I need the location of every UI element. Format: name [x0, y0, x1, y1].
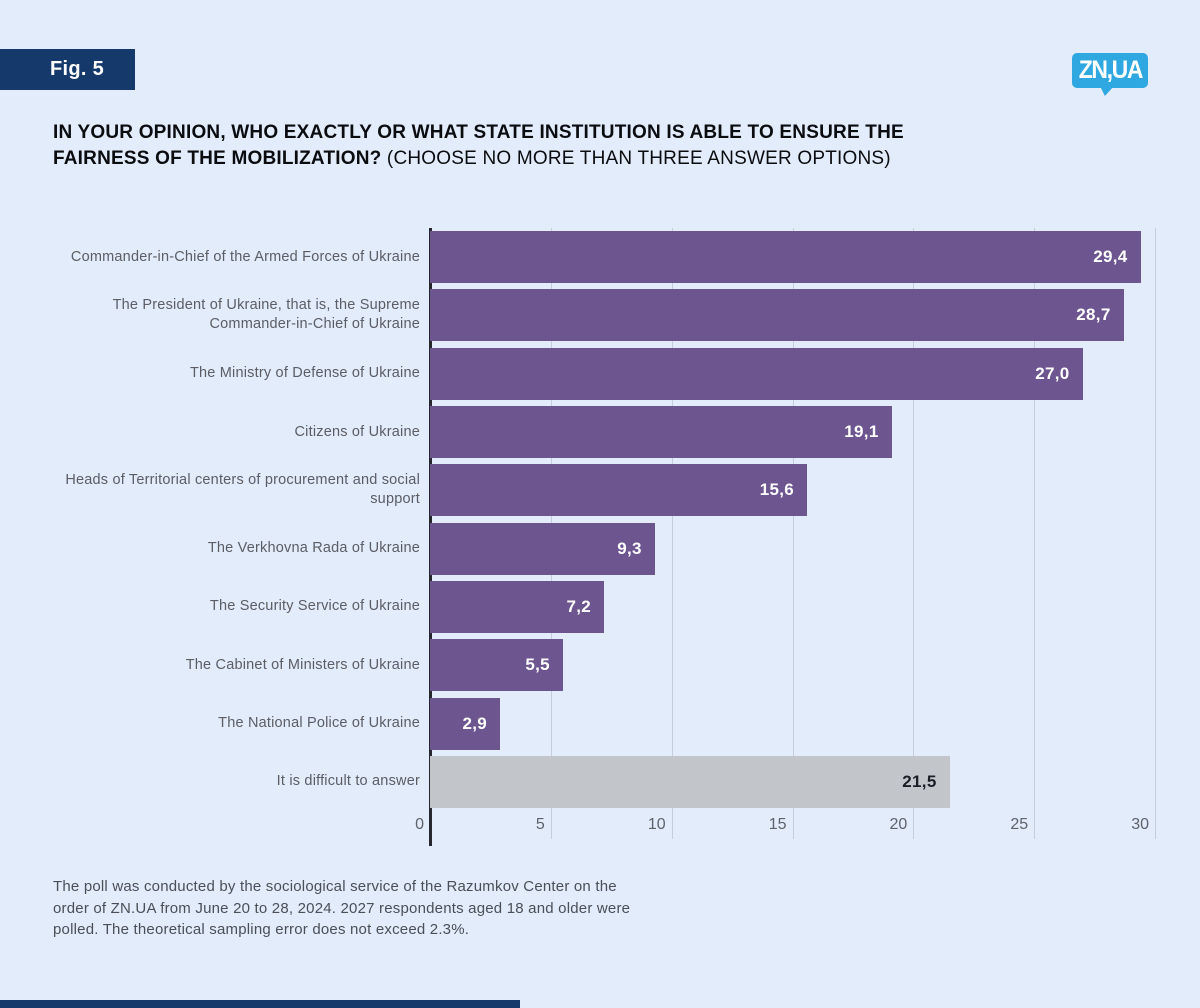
category-label: The Security Service of Ukraine: [209, 598, 420, 615]
bar-value-label: 21,5: [902, 771, 937, 791]
chart-row: Commander-in-Chief of the Armed Forces o…: [53, 228, 1155, 286]
bar-value-label: 2,9: [462, 713, 488, 733]
chart-row: The Security Service of Ukraine 7,2: [53, 578, 1155, 636]
methodology-footnote: The poll was conducted by the sociologic…: [53, 878, 631, 938]
bar-value-label: 29,4: [1093, 247, 1128, 267]
chart-row: The Ministry of Defense of Ukraine 27,0: [53, 345, 1155, 403]
chart-row: The President of Ukraine, that is, the S…: [53, 286, 1155, 344]
gridline-x-20: [913, 228, 915, 839]
bar-value-label: 9,3: [617, 538, 642, 558]
chart-row: The Verkhovna Rada of Ukraine 9,3: [53, 519, 1155, 577]
category-label: Heads of Territorial centers of procurem…: [65, 472, 420, 508]
category-label: The President of Ukraine, that is, the S…: [112, 297, 420, 333]
x-tick-label-30: 30: [1131, 816, 1149, 833]
x-tick-label-0: 0: [415, 816, 424, 833]
bar-chart: Commander-in-Chief of the Armed Forces o…: [53, 228, 1156, 848]
bottom-accent-strip: [0, 1000, 520, 1008]
znua-logo: ZN,UA: [1072, 53, 1148, 96]
chart-row: The National Police of Ukraine 2,9: [53, 694, 1155, 752]
bar-value-label: 28,7: [1076, 305, 1111, 325]
category-label: It is difficult to answer: [276, 773, 420, 790]
bar: 28,7: [430, 289, 1124, 342]
gridline-x-10: [671, 228, 673, 839]
x-axis-tick-labels: 0 5 10 15 20 25 30: [53, 816, 1155, 840]
chart-row: Citizens of Ukraine 19,1: [53, 403, 1155, 461]
chart-row: It is difficult to answer 21,5: [53, 753, 1155, 811]
bar: 29,4: [430, 231, 1141, 284]
category-label: The Cabinet of Ministers of Ukraine: [185, 656, 420, 673]
bar: 27,0: [430, 347, 1083, 400]
bar: 7,2: [430, 580, 604, 633]
chart-row: The Cabinet of Ministers of Ukraine 5,5: [53, 636, 1155, 694]
bar: 19,1: [430, 406, 892, 459]
bar: 15,6: [430, 464, 807, 517]
category-label: The Ministry of Defense of Ukraine: [189, 365, 420, 382]
bar: 2,9: [430, 697, 501, 750]
category-label: Commander-in-Chief of the Armed Forces o…: [70, 248, 420, 265]
x-tick-label-5: 5: [535, 816, 545, 833]
category-label: Citizens of Ukraine: [294, 423, 420, 440]
x-tick-label-15: 15: [768, 816, 787, 833]
bar: 5,5: [430, 639, 563, 692]
bar-value-label: 27,0: [1035, 363, 1070, 383]
x-tick-label-20: 20: [889, 816, 908, 833]
x-tick-label-10: 10: [647, 816, 666, 833]
znua-logo-text: ZN,UA: [1078, 56, 1143, 84]
category-label: The Verkhovna Rada of Ukraine: [207, 540, 420, 557]
chart-title-instruction: (CHOOSE NO MORE THAN THREE ANSWER OPTION…: [381, 147, 891, 169]
figure-number-label: Fig. 5: [50, 58, 105, 80]
gridline-x-15: [792, 228, 794, 839]
chart-title: IN YOUR OPINION, WHO EXACTLY OR WHAT STA…: [53, 120, 911, 171]
chart-rows: Commander-in-Chief of the Armed Forces o…: [53, 228, 1155, 811]
logo-speech-bubble-tail: [1100, 86, 1114, 96]
x-tick-label-25: 25: [1010, 816, 1029, 833]
category-label: The National Police of Ukraine: [218, 715, 420, 732]
bar-value-label: 19,1: [844, 422, 879, 442]
chart-row: Heads of Territorial centers of procurem…: [53, 461, 1155, 519]
bar-value-label: 5,5: [525, 655, 550, 675]
chart-title-question: IN YOUR OPINION, WHO EXACTLY OR WHAT STA…: [53, 122, 904, 169]
bar-value-label: 15,6: [759, 480, 794, 500]
gridline-x-30: [1155, 228, 1156, 839]
gridline-x-25: [1034, 228, 1036, 839]
figure-number-badge: Fig. 5: [0, 49, 135, 90]
bar: 21,5: [430, 755, 950, 808]
bar: 9,3: [430, 522, 655, 575]
bar-value-label: 7,2: [566, 596, 591, 616]
